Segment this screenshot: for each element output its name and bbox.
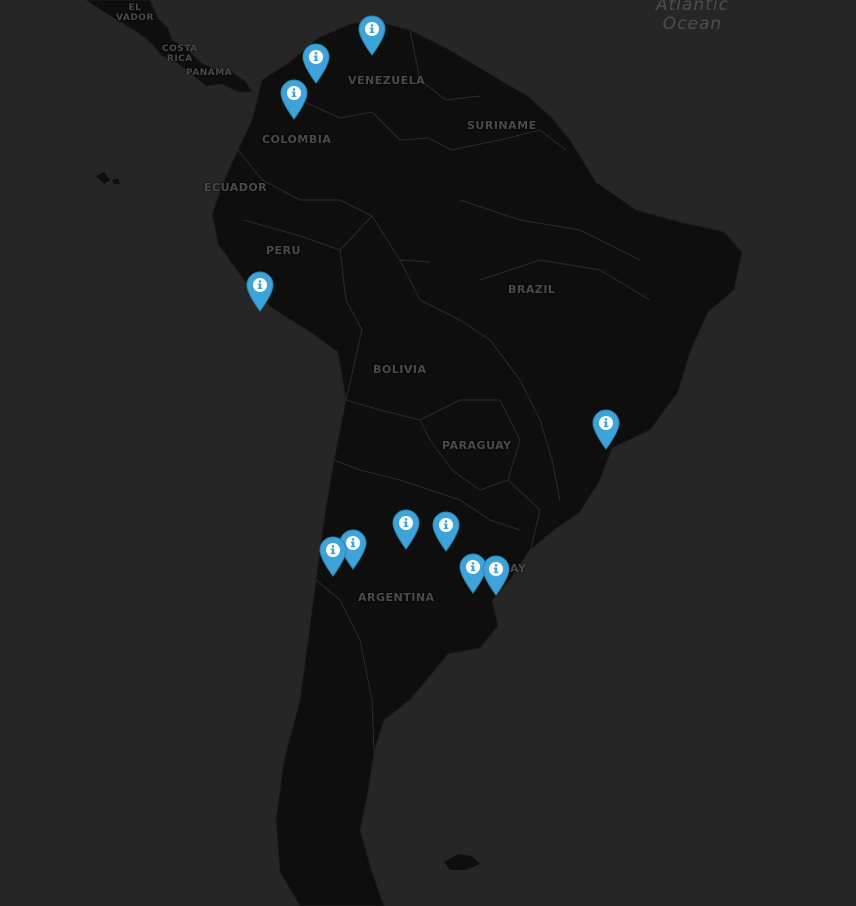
label-bolivia: BOLIVIA [373,363,427,376]
info-icon [432,511,460,552]
info-icon [280,79,308,120]
label-panama: PANAMA [186,68,233,78]
label-costa-rica: COSTA RICA [162,44,198,64]
falkland-islands [444,854,480,870]
map-marker[interactable] [431,510,461,552]
map-marker[interactable] [245,270,275,312]
map-marker[interactable] [458,552,488,594]
ocean-label: Atlantic Ocean [656,0,729,34]
info-icon [246,271,274,312]
map-marker[interactable] [357,14,387,56]
info-icon [302,43,330,84]
country-borders [237,29,651,753]
info-icon [592,409,620,450]
south-america-landmass [211,19,743,906]
map-marker[interactable] [481,554,511,596]
label-paraguay: PARAGUAY [442,439,512,452]
map-marker[interactable] [591,408,621,450]
map-marker[interactable] [318,535,348,577]
map-marker[interactable] [391,508,421,550]
map-marker[interactable] [301,42,331,84]
label-venezuela: VENEZUELA [348,74,426,87]
label-colombia: COLOMBIA [262,133,332,146]
map-marker[interactable] [279,78,309,120]
label-costa-rica-line2: RICA [166,54,193,64]
ocean-label-line2: Ocean [662,14,723,34]
label-costa-rica-line1: COSTA [162,44,198,54]
label-el-salvador-line1: EL [128,3,142,13]
label-el-salvador: EL VADOR [116,3,154,23]
label-peru: PERU [266,244,301,257]
label-ecuador: ECUADOR [204,181,268,194]
label-argentina: ARGENTINA [358,591,435,604]
info-icon [459,553,487,594]
label-el-salvador-line2: VADOR [116,13,154,23]
info-icon [482,555,510,596]
central-america-landmass [85,0,253,93]
ocean-label-line1: Atlantic [656,0,729,15]
galapagos-islands [96,172,120,184]
label-suriname: SURINAME [467,119,537,132]
info-icon [358,15,386,56]
info-icon [392,509,420,550]
label-brazil: BRAZIL [508,283,556,296]
info-icon [319,536,347,577]
label-uruguay-partial: AY [510,562,527,575]
